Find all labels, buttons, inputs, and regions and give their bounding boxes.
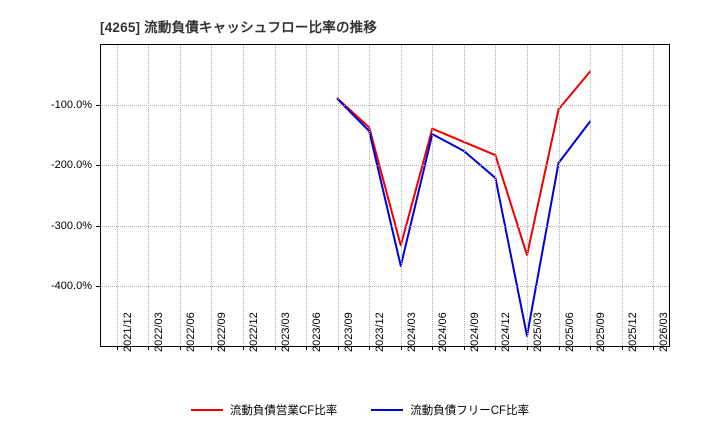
gridline-horizontal: [101, 225, 669, 227]
x-axis-label: 2025/12: [626, 312, 639, 352]
gridline-vertical: [179, 45, 181, 346]
y-axis-label: -200.0%: [51, 159, 92, 172]
gridline-vertical: [432, 45, 434, 346]
x-axis-label: 2023/12: [374, 312, 387, 352]
x-axis-label: 2023/03: [279, 312, 292, 352]
legend-color-swatch: [190, 409, 223, 411]
x-axis-tick: [621, 346, 623, 350]
legend-label: 流動負債営業CF比率: [229, 405, 338, 417]
chart-title: [4265] 流動負債キャッシュフロー比率の推移: [100, 20, 378, 35]
gridline-vertical: [243, 45, 244, 346]
gridline-vertical: [527, 45, 528, 346]
x-axis-tick: [432, 346, 434, 350]
x-axis-tick: [400, 346, 402, 350]
x-axis-label: 2023/06: [311, 312, 324, 352]
x-axis-tick: [653, 346, 655, 350]
x-axis-label: 2022/09: [216, 312, 229, 352]
y-axis-tick: [96, 225, 100, 227]
y-axis-tick: [96, 165, 100, 167]
gridline-vertical: [400, 45, 402, 346]
legend-item[interactable]: 流動負債フリーCF比率: [371, 402, 529, 418]
x-axis-label: 2024/12: [500, 312, 513, 352]
x-axis-tick: [211, 346, 213, 350]
gridline-vertical: [495, 45, 497, 346]
legend-item[interactable]: 流動負債営業CF比率: [190, 402, 338, 418]
x-axis-tick: [148, 346, 150, 350]
gridline-vertical: [653, 45, 655, 346]
x-axis-tick: [116, 346, 118, 350]
x-axis-tick: [179, 346, 181, 350]
gridline-vertical: [369, 45, 371, 346]
gridline-vertical: [590, 45, 592, 346]
y-axis-label: -300.0%: [51, 219, 92, 232]
x-axis-label: 2026/03: [658, 312, 671, 352]
gridline-vertical: [211, 45, 213, 346]
legend-label: 流動負債フリーCF比率: [410, 405, 530, 417]
x-axis-label: 2022/03: [153, 312, 166, 352]
gridline-horizontal: [101, 165, 669, 167]
gridline-vertical: [621, 45, 623, 346]
chart-legend: 流動負債営業CF比率 流動負債フリーCF比率: [0, 402, 720, 418]
x-axis-label: 2022/06: [184, 312, 197, 352]
y-axis-label: -100.0%: [51, 99, 92, 112]
gridline-vertical: [558, 45, 560, 346]
x-axis-label: 2025/06: [563, 312, 576, 352]
y-axis-label: -400.0%: [51, 279, 92, 292]
x-axis-label: 2024/09: [468, 312, 481, 352]
x-axis-label: 2024/06: [437, 312, 450, 352]
x-axis-tick: [527, 346, 528, 350]
x-axis-tick: [337, 346, 339, 350]
x-axis-label: 2023/09: [342, 312, 355, 352]
x-axis-label: 2025/09: [595, 312, 608, 352]
series-lines: [336, 70, 592, 337]
gridline-vertical: [306, 45, 308, 346]
gridline-vertical: [337, 45, 339, 346]
gridline-horizontal: [101, 105, 669, 107]
x-axis-tick: [463, 346, 465, 350]
x-axis-tick: [495, 346, 497, 350]
x-axis-label: 2021/12: [121, 312, 134, 352]
x-axis-tick: [306, 346, 308, 350]
y-axis-tick: [96, 105, 100, 107]
x-axis-tick: [590, 346, 592, 350]
x-axis-tick: [558, 346, 560, 350]
y-axis-tick: [96, 285, 100, 287]
x-axis-tick: [369, 346, 371, 350]
gridline-vertical: [463, 45, 465, 346]
x-axis-tick: [243, 346, 244, 350]
plot-area: [100, 44, 670, 347]
gridline-vertical: [116, 45, 118, 346]
gridline-vertical: [148, 45, 150, 346]
x-axis-label: 2025/03: [532, 312, 544, 352]
gridline-vertical: [274, 45, 276, 346]
legend-color-swatch: [371, 409, 404, 411]
x-axis-tick: [274, 346, 276, 350]
x-axis-label: 2024/03: [405, 312, 418, 352]
x-axis-label: 2022/12: [248, 312, 260, 352]
gridline-horizontal: [101, 285, 669, 287]
